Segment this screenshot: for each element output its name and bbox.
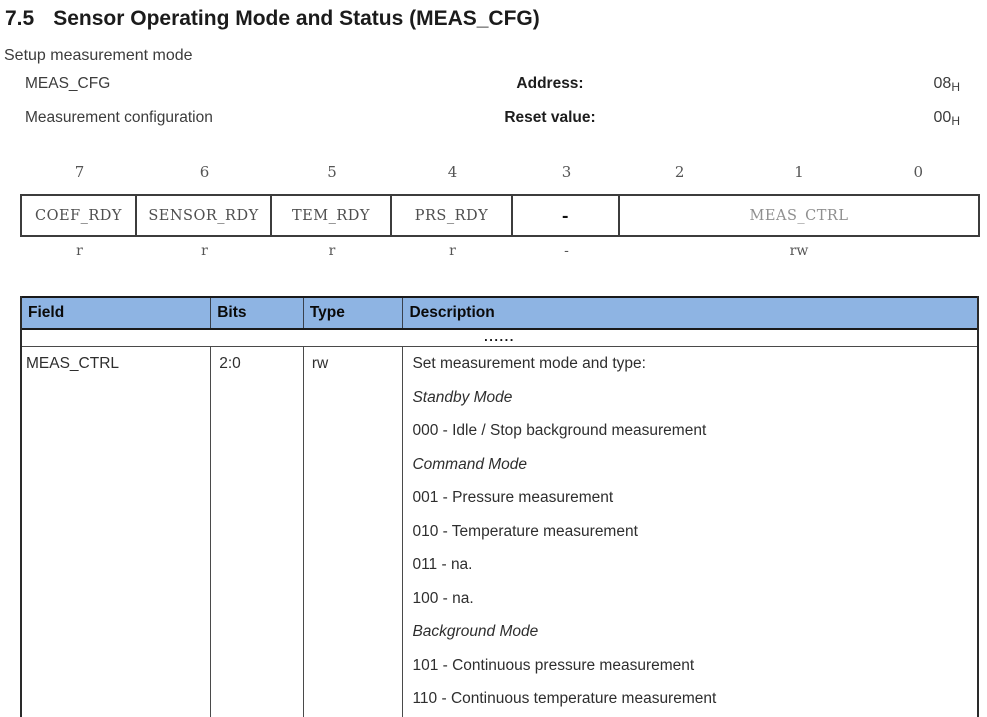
- bit-field-tem_rdy: TEM_RDY: [272, 196, 392, 235]
- address-label: Address:: [440, 75, 660, 93]
- header-bits: Bits: [211, 298, 304, 328]
- bit-access-row: r r r r - rw: [20, 243, 980, 261]
- field-cell: MEAS_CTRL: [22, 347, 211, 717]
- field-table-header: FieldBitsTypeDescription: [22, 296, 977, 330]
- description-line: 010 - Temperature measurement: [412, 515, 977, 549]
- section-title: 7.5 Sensor Operating Mode and Status (MEA…: [5, 7, 540, 31]
- bit-number-3: 3: [562, 163, 572, 181]
- register-address-row: MEAS_CFG Address: 08H: [0, 75, 987, 97]
- reset-value-label: Reset value:: [440, 109, 660, 127]
- datasheet-page: 7.5 Sensor Operating Mode and Status (MEA…: [0, 0, 987, 717]
- header-type: Type: [304, 298, 404, 328]
- ellipsis-row: ......: [22, 330, 977, 347]
- access-label: r: [201, 243, 208, 259]
- description-line: 001 - Pressure measurement: [412, 481, 977, 515]
- mode-group-label: Background Mode: [412, 615, 977, 649]
- description-cell: Set measurement mode and type:Standby Mo…: [403, 347, 977, 717]
- field-table-row: MEAS_CTRL 2:0 rw Set measurement mode an…: [22, 347, 977, 717]
- mode-group-label: Standby Mode: [412, 381, 977, 415]
- description-line: 011 - na.: [412, 548, 977, 582]
- header-description: Description: [403, 298, 977, 328]
- register-bit-table: COEF_RDYSENSOR_RDYTEM_RDYPRS_RDY-MEAS_CT…: [20, 194, 980, 237]
- access-label: r: [76, 243, 83, 259]
- register-name: MEAS_CFG: [25, 75, 110, 93]
- bit-number-6: 6: [200, 163, 210, 181]
- mode-group-label: Command Mode: [412, 448, 977, 482]
- header-field: Field: [22, 298, 211, 328]
- bit-number-4: 4: [448, 163, 458, 181]
- reset-value: 00H: [934, 109, 960, 128]
- bit-field-meas_ctrl: MEAS_CTRL: [620, 196, 978, 235]
- address-value: 08H: [934, 75, 960, 94]
- register-reset-row: Measurement configuration Reset value: 0…: [0, 109, 987, 131]
- access-label: r: [329, 243, 336, 259]
- bit-number-1: 1: [794, 163, 804, 181]
- description-line: Set measurement mode and type:: [412, 347, 977, 381]
- register-description: Measurement configuration: [25, 109, 213, 127]
- hex-suffix: H: [951, 80, 960, 94]
- register-subtitle: Setup measurement mode: [4, 47, 193, 65]
- bit-number-5: 5: [327, 163, 337, 181]
- bit-field-reserved: -: [513, 196, 620, 235]
- bit-field-coef_rdy: COEF_RDY: [22, 196, 137, 235]
- bit-number-2: 2: [675, 163, 685, 181]
- field-description-table: FieldBitsTypeDescription ...... MEAS_CTR…: [20, 296, 979, 717]
- section-title-text: Sensor Operating Mode and Status (MEAS_C…: [53, 7, 540, 30]
- description-line: 100 - na.: [412, 582, 977, 616]
- bit-number-0: 0: [914, 163, 924, 181]
- description-line: 101 - Continuous pressure measurement: [412, 649, 977, 683]
- hex-suffix: H: [951, 114, 960, 128]
- bit-number-row: 7 6 5 4 3 2 1 0: [20, 163, 980, 185]
- bits-cell: 2:0: [211, 347, 304, 717]
- bit-number-7: 7: [75, 163, 85, 181]
- section-number: 7.5: [5, 7, 34, 30]
- access-label: rw: [790, 243, 809, 259]
- access-label: -: [564, 243, 569, 259]
- bit-field-prs_rdy: PRS_RDY: [392, 196, 513, 235]
- type-cell: rw: [304, 347, 404, 717]
- description-line: 110 - Continuous temperature measurement: [412, 682, 977, 716]
- access-label: r: [449, 243, 456, 259]
- bit-field-sensor_rdy: SENSOR_RDY: [137, 196, 272, 235]
- description-line: 000 - Idle / Stop background measurement: [412, 414, 977, 448]
